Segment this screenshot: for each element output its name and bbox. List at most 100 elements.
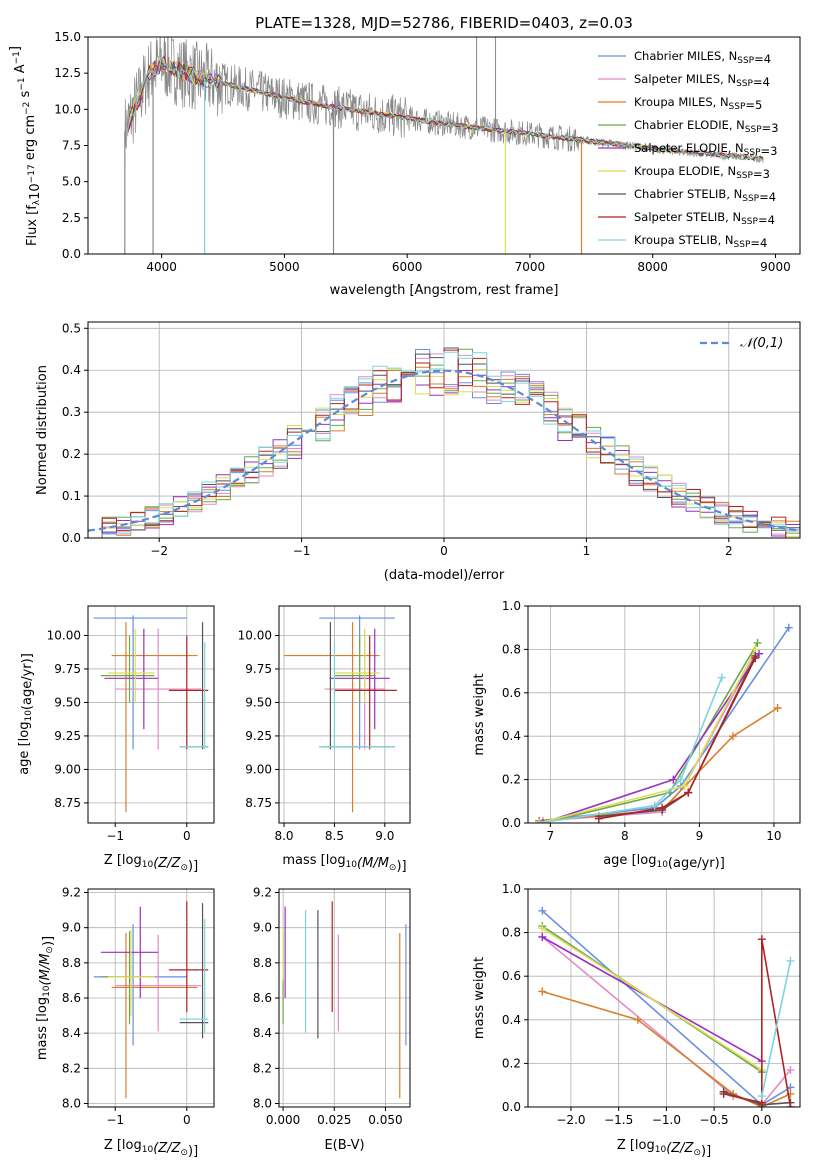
y-tick-label: 0.4 — [502, 729, 521, 743]
label-part: 10 — [142, 1145, 154, 1155]
y-axis-label: age [log10(age/yr)] — [17, 653, 35, 775]
y-tick-label: 8.75 — [245, 796, 272, 810]
axes-frame — [527, 888, 801, 1108]
x-tick-label: 9 — [696, 829, 704, 843]
model-spectrum — [126, 54, 764, 161]
x-tick-label: −1.5 — [604, 1113, 633, 1127]
weight-marker — [538, 932, 547, 941]
y-tick-label: 15.0 — [54, 30, 81, 44]
x-axis-label: Z [log10(Z/Z⊙)] — [617, 1138, 711, 1159]
x-tick-label: 6000 — [392, 260, 423, 274]
x-tick-label: 2 — [725, 544, 733, 558]
weight-marker — [753, 638, 762, 647]
x-tick-label: 0.025 — [317, 1113, 351, 1127]
y-axis-label: Flux [fλ10−17 erg cm−2 s−1 A−1] — [8, 46, 43, 246]
x-tick-label: 0.050 — [368, 1113, 402, 1127]
y-tick-label: 0.4 — [62, 363, 81, 377]
axes-frame — [87, 605, 215, 824]
x-axis-label: Z [log10(Z/Z⊙)] — [104, 1138, 198, 1159]
label-part: 10 — [28, 183, 43, 200]
x-tick-label: −2.0 — [556, 1113, 585, 1127]
label-part: A — [13, 64, 28, 77]
x-tick-label: 7 — [547, 829, 555, 843]
model-spectrum — [126, 60, 764, 161]
y-tick-label: 0.6 — [502, 969, 521, 983]
label-part: Salpeter ELODIE, N — [634, 141, 744, 155]
label-part: ⊙ — [180, 1148, 188, 1158]
label-part: (Z/Z — [153, 856, 181, 871]
label-part: (age/yr)] — [668, 856, 725, 871]
x-axis-label: wavelength [Angstrom, rest frame] — [330, 283, 559, 298]
label-part: Chabrier STELIB, N — [634, 187, 742, 201]
y-tick-label: 0.6 — [502, 686, 521, 700]
y-axis-label: mass weight — [472, 957, 487, 1039]
x-tick-label: 8 — [621, 829, 629, 843]
weight-marker — [538, 819, 547, 823]
y-tick-label: 9.0 — [253, 921, 272, 935]
weight-line — [539, 677, 723, 823]
y-tick-label: 8.6 — [253, 991, 272, 1005]
label-part: Flux [f — [25, 205, 40, 246]
label-part: −1 — [17, 77, 27, 90]
label-part: )] — [188, 1144, 198, 1159]
label-part: SSP — [736, 79, 753, 89]
x-axis-label: E(B-V) — [324, 1138, 364, 1153]
y-tick-label: 9.50 — [54, 695, 81, 709]
legend-entry: Kroupa MILES, NSSP=5 — [634, 95, 762, 112]
weight-line — [541, 927, 763, 1071]
label-part: )] — [701, 1144, 711, 1159]
legend-entry: Chabrier MILES, NSSP=4 — [634, 49, 771, 66]
x-tick-label: 0 — [183, 1113, 191, 1127]
y-tick-label: 10.00 — [238, 628, 272, 642]
figure-title: PLATE=1328, MJD=52786, FIBERID=0403, z=0… — [255, 14, 633, 32]
label-part: =4 — [753, 75, 770, 89]
y-tick-label: 0.8 — [502, 642, 521, 656]
label-part: SSP — [742, 194, 759, 204]
label-part: =4 — [759, 190, 776, 204]
y-tick-label: 8.2 — [62, 1061, 81, 1075]
label-part: −2 — [22, 102, 32, 115]
weight-marker — [680, 782, 689, 791]
y-axis-label: Normed distribution — [35, 365, 50, 495]
axes-frame — [527, 605, 801, 824]
x-tick-label: 7000 — [515, 260, 546, 274]
x-axis-label: Z [log10(Z/Z⊙)] — [104, 853, 198, 874]
y-tick-label: 9.2 — [253, 886, 272, 900]
plot-area — [535, 623, 793, 823]
legend-entry: Salpeter STELIB, NSSP=4 — [634, 210, 775, 227]
y-tick-label: 8.2 — [253, 1061, 272, 1075]
plot-area — [538, 906, 795, 1107]
label-part: 10 — [142, 860, 154, 870]
label-part: Salpeter STELIB, N — [634, 210, 741, 224]
label-part: Z [log — [617, 1138, 655, 1153]
label-part: Z [log — [104, 853, 142, 868]
x-axis-label: mass [log10(M/M⊙)] — [282, 853, 406, 874]
axes-mass-weight-vs-Z: −2.0 −1.5 −1.0 −0.5 0.0 0.0 0.2 0.4 0.6 0.8 1.0 Z [… — [472, 882, 801, 1159]
weight-marker — [538, 906, 547, 915]
weight-marker — [669, 775, 678, 784]
label-part: mass [log — [35, 997, 50, 1060]
label-part: s — [18, 90, 33, 101]
weight-marker — [786, 956, 795, 965]
label-part: (M/M — [38, 954, 53, 986]
x-tick-label: −0.5 — [700, 1113, 729, 1127]
label-part: Z [log — [104, 1138, 142, 1153]
y-tick-label: 9.2 — [62, 886, 81, 900]
y-tick-label: 9.0 — [62, 921, 81, 935]
plot-area — [88, 347, 800, 538]
weight-line — [723, 938, 792, 1107]
x-tick-label: 8.0 — [274, 829, 293, 843]
weight-marker — [538, 987, 547, 996]
y-tick-label: 0.2 — [502, 773, 521, 787]
x-tick-label: −1 — [293, 544, 311, 558]
label-part: 10 — [655, 1145, 667, 1155]
weight-marker — [650, 801, 659, 810]
weight-marker — [633, 1015, 642, 1024]
y-tick-label: 9.00 — [54, 762, 81, 776]
x-tick-label: 8000 — [637, 260, 668, 274]
y-tick-label: 0.3 — [62, 405, 81, 419]
x-tick-label: 0.0 — [752, 1113, 771, 1127]
weight-marker — [757, 1092, 766, 1101]
weight-marker — [717, 673, 726, 682]
